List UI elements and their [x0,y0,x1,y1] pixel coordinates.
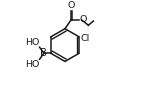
Text: B: B [40,48,47,58]
Text: HO: HO [25,38,39,47]
Text: Cl: Cl [81,34,90,43]
Text: O: O [68,1,75,10]
Text: HO: HO [25,60,39,69]
Text: O: O [80,15,87,25]
